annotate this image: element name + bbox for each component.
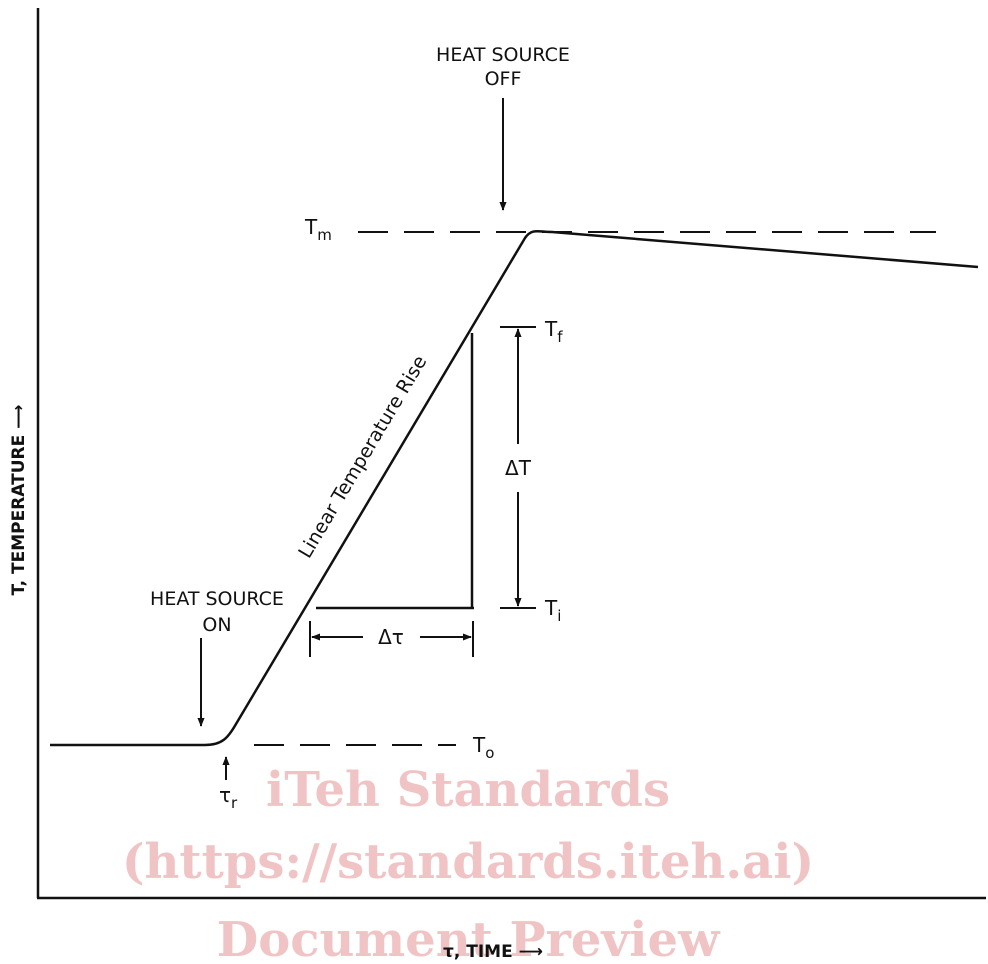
temperature-curve xyxy=(50,230,979,747)
y-axis-label: T, TEMPERATURE ⟶ xyxy=(9,404,29,595)
tf-label: Tf xyxy=(544,317,563,346)
watermark-line-1: iTeh Standards xyxy=(266,762,670,818)
delta-t-label: ΔT xyxy=(505,456,532,480)
tm-label: Tm xyxy=(304,215,332,244)
ti-label: Ti xyxy=(544,596,561,625)
to-label: To xyxy=(472,733,494,762)
heat-source-off-label-1: HEAT SOURCE xyxy=(436,44,570,66)
watermark-line-2: (https://standards.iteh.ai) xyxy=(122,834,814,890)
tau-r-label: τr xyxy=(219,783,238,812)
delta-tau-label: Δτ xyxy=(378,625,404,649)
watermark-line-3: Document Preview xyxy=(217,912,721,964)
heat-source-on-label-1: HEAT SOURCE xyxy=(150,588,284,610)
x-axis-label: τ, TIME ⟶ xyxy=(443,942,543,962)
linear-rise-label: Linear Temperature Rise xyxy=(294,352,431,562)
heat-source-on-label-2: ON xyxy=(202,614,231,636)
heat-source-off-label-2: OFF xyxy=(485,68,522,90)
watermark: iTeh Standards (https://standards.iteh.a… xyxy=(122,762,814,964)
